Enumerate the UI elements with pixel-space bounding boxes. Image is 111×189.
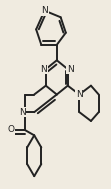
Text: N: N xyxy=(19,108,26,117)
Text: O: O xyxy=(7,125,14,134)
Text: N: N xyxy=(67,65,73,74)
Text: N: N xyxy=(41,6,48,15)
Text: N: N xyxy=(76,90,83,99)
Text: N: N xyxy=(40,65,47,74)
